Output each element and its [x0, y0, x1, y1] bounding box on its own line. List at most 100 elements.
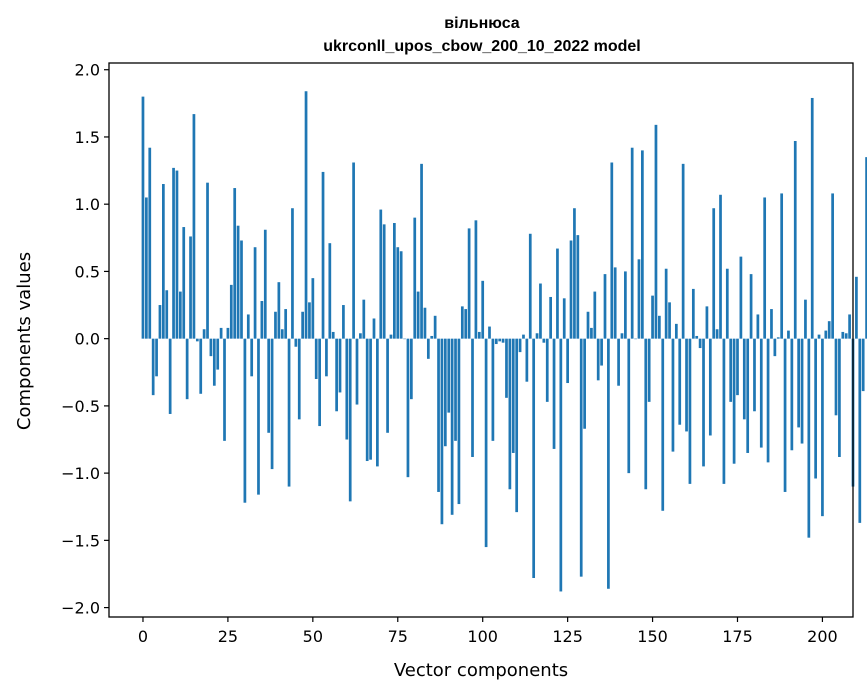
- y-axis-label: Components values: [14, 252, 35, 430]
- bar-11: [178, 291, 182, 339]
- bar-30: [243, 338, 247, 503]
- bar-118: [542, 338, 546, 343]
- bar-59: [342, 305, 345, 339]
- bar-173: [729, 338, 733, 402]
- bar-51: [314, 338, 318, 379]
- bar-96: [467, 228, 471, 339]
- bar-195: [804, 299, 807, 339]
- bar-165: [702, 338, 705, 467]
- bar-52: [318, 338, 321, 427]
- bar-108: [508, 338, 512, 490]
- bar-188: [780, 193, 784, 339]
- bar-60: [345, 338, 349, 440]
- bar-132: [590, 327, 593, 339]
- bar-207: [844, 333, 848, 339]
- bar-26: [229, 284, 233, 339]
- bar-99: [477, 331, 481, 339]
- bar-212: [861, 338, 865, 392]
- bar-5: [158, 305, 162, 339]
- bar-36: [263, 229, 267, 339]
- bar-43: [287, 338, 291, 487]
- bar-64: [359, 333, 362, 339]
- bar-134: [596, 338, 600, 381]
- bar-155: [668, 302, 671, 339]
- bar-192: [793, 140, 797, 339]
- bar-90: [447, 338, 451, 413]
- bar-129: [579, 338, 583, 577]
- bar-83: [423, 307, 427, 339]
- bar-153: [661, 338, 665, 511]
- bar-3: [151, 338, 155, 396]
- bar-107: [505, 338, 508, 398]
- x-tick-label: 100: [467, 627, 498, 646]
- bar-137: [607, 338, 610, 589]
- bar-210: [855, 276, 858, 339]
- bar-145: [634, 338, 637, 340]
- bar-121: [552, 338, 556, 449]
- bar-175: [736, 338, 739, 396]
- chart-title: вільнюса: [444, 15, 519, 32]
- bar-114: [528, 233, 532, 339]
- bar-179: [749, 274, 753, 339]
- bar-126: [569, 240, 573, 339]
- bar-146: [637, 259, 641, 339]
- bar-151: [654, 124, 658, 339]
- bar-200: [821, 338, 824, 517]
- bar-167: [708, 338, 712, 436]
- bar-142: [624, 271, 627, 339]
- bar-201: [824, 330, 828, 339]
- bar-102: [488, 326, 491, 339]
- bar-157: [674, 323, 678, 339]
- bar-211: [858, 338, 862, 523]
- bar-180: [753, 338, 756, 412]
- bar-69: [376, 338, 379, 467]
- bar-204: [834, 338, 838, 416]
- bar-18: [202, 329, 206, 339]
- bar-113: [525, 338, 529, 382]
- bar-42: [284, 309, 288, 339]
- x-tick-label: 125: [552, 627, 583, 646]
- bar-141: [620, 333, 624, 339]
- bar-92: [454, 338, 457, 441]
- bar-17: [199, 338, 203, 394]
- bar-147: [641, 150, 644, 339]
- y-tick-label: 0.0: [75, 330, 100, 349]
- bar-109: [511, 338, 515, 453]
- bar-169: [715, 329, 719, 339]
- bar-159: [681, 163, 685, 339]
- bar-199: [817, 334, 821, 339]
- bar-27: [233, 188, 237, 339]
- bar-148: [644, 338, 648, 490]
- bar-122: [556, 248, 559, 339]
- bar-88: [440, 338, 444, 525]
- bar-67: [369, 338, 372, 460]
- bar-68: [372, 318, 376, 339]
- x-tick-label: 0: [138, 627, 148, 646]
- bar-191: [790, 338, 794, 451]
- bar-138: [610, 162, 614, 339]
- bar-61: [348, 338, 352, 502]
- bar-172: [725, 268, 729, 339]
- bar-82: [420, 163, 423, 339]
- y-tick-label: 0.5: [75, 262, 100, 281]
- bar-89: [443, 338, 447, 447]
- bar-194: [800, 338, 804, 444]
- bar-1: [145, 197, 148, 339]
- bar-136: [603, 274, 607, 339]
- x-tick-label: 175: [722, 627, 753, 646]
- bar-112: [522, 334, 525, 339]
- bar-181: [756, 314, 760, 339]
- bar-120: [549, 296, 552, 339]
- bar-22: [216, 338, 220, 370]
- bar-115: [532, 338, 536, 579]
- bar-28: [236, 225, 240, 339]
- y-tick-label: 1.5: [75, 128, 100, 147]
- bar-63: [355, 338, 359, 405]
- y-tick-label: 2.0: [75, 61, 100, 80]
- y-axis-ticks: 2.0 1.5 1.0 0.5 0.0 −0.5 −1.0 −1.5 −2.0: [61, 61, 109, 618]
- bar-73: [389, 334, 393, 339]
- bar-81: [416, 291, 420, 339]
- bar-86: [433, 315, 437, 339]
- bar-110: [515, 338, 519, 513]
- bar-150: [651, 295, 654, 339]
